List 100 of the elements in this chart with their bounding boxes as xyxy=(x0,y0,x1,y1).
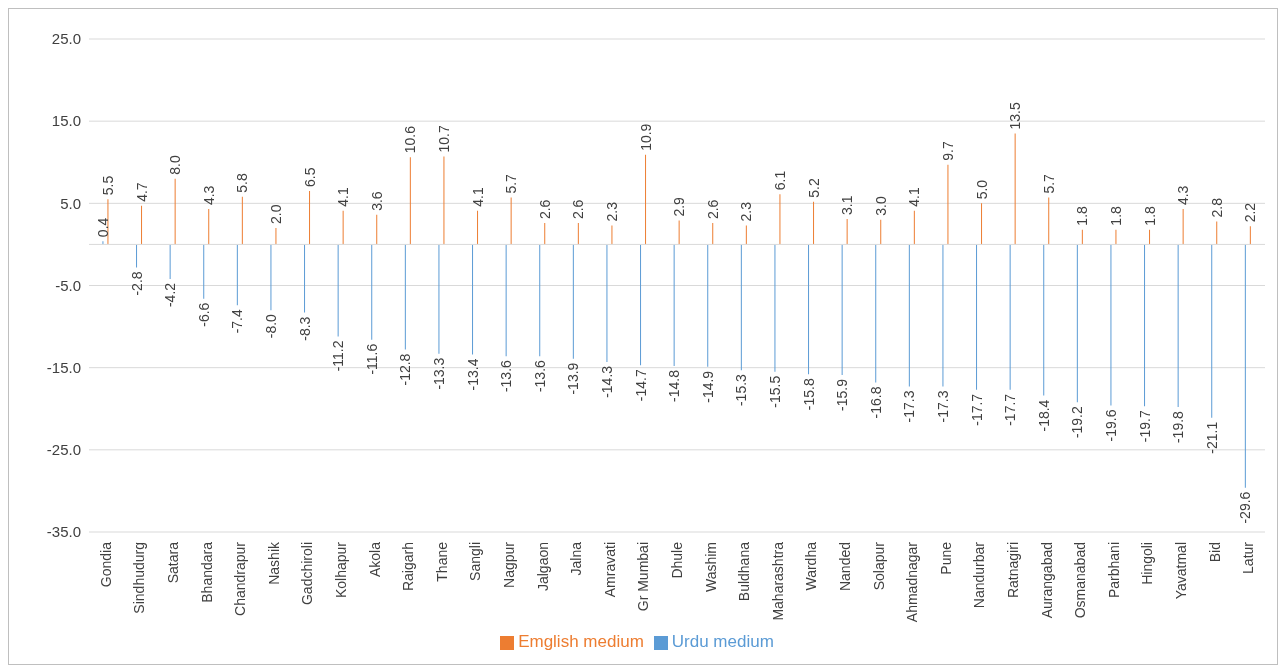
data-label: -15.9 xyxy=(834,378,851,411)
data-label: -11.6 xyxy=(363,343,380,375)
data-label: 2.6 xyxy=(704,199,721,220)
data-label: 5.8 xyxy=(234,173,251,193)
data-label: 2.6 xyxy=(570,199,587,220)
x-tick-label: Satara xyxy=(165,541,181,584)
x-tick-label: Solapur xyxy=(870,541,887,591)
x-tick-label: Aurangabad xyxy=(1038,542,1055,619)
data-label: -21.1 xyxy=(1203,421,1220,454)
data-label: 8.0 xyxy=(167,155,184,175)
data-label: 10.6 xyxy=(402,125,419,154)
x-tick-label: Bid xyxy=(1206,542,1223,563)
data-label: -4.2 xyxy=(162,282,179,308)
data-label: 10.9 xyxy=(637,123,654,151)
x-tick-label: Ahmadnagar xyxy=(904,541,921,623)
data-label: 4.1 xyxy=(335,187,352,207)
x-tick-label: Washim xyxy=(702,542,719,593)
x-tick-label: Nagpur xyxy=(501,541,517,588)
x-tick-label: Wardha xyxy=(803,541,820,591)
data-label: -19.7 xyxy=(1136,410,1153,443)
x-tick-label: Gadchiroli xyxy=(299,542,316,606)
data-label: 6.1 xyxy=(771,170,788,191)
data-label: -14.8 xyxy=(666,369,683,402)
x-tick-label: Buldhana xyxy=(736,541,753,602)
data-label: -8.0 xyxy=(262,313,279,339)
data-label: -13.3 xyxy=(430,357,447,390)
x-tick-label: Yavatmal xyxy=(1173,542,1189,600)
x-tick-label: Chandrapur xyxy=(232,541,249,616)
data-label: -14.3 xyxy=(598,365,615,398)
data-label: 4.3 xyxy=(1175,185,1192,206)
data-label: -14.7 xyxy=(632,369,649,402)
x-tick-label: Bhandara xyxy=(198,541,215,603)
y-tick-label: -5.0 xyxy=(55,276,81,294)
x-tick-label: Latur xyxy=(1240,541,1257,574)
x-tick-label: Gr Mumbai xyxy=(635,542,652,612)
x-tick-label: Parbhani xyxy=(1105,542,1122,599)
data-label: -13.9 xyxy=(565,362,582,395)
data-label: 3.0 xyxy=(872,196,889,216)
data-label: 2.9 xyxy=(671,196,688,217)
x-tick-label: Maharashtra xyxy=(769,541,786,621)
legend-label: Emglish medium xyxy=(518,632,644,651)
data-label: -13.4 xyxy=(464,358,481,391)
data-label: 2.8 xyxy=(1208,197,1225,218)
data-label: -18.4 xyxy=(1035,399,1052,432)
data-label: 2.6 xyxy=(536,199,553,220)
data-label: -6.6 xyxy=(195,302,212,327)
data-label: 4.3 xyxy=(200,185,217,206)
data-label: 5.5 xyxy=(99,175,116,196)
x-tick-label: Pune xyxy=(937,541,954,575)
data-label: 10.7 xyxy=(435,125,452,153)
data-label: 5.2 xyxy=(805,178,822,198)
data-label: 4.1 xyxy=(906,187,923,207)
data-label: -17.7 xyxy=(968,393,985,426)
x-tick-label: Nandurbar xyxy=(971,541,988,609)
data-label: 3.1 xyxy=(839,195,856,215)
data-label: -15.8 xyxy=(800,378,817,411)
data-label: -7.4 xyxy=(229,309,246,334)
data-label: 0.4 xyxy=(94,217,111,238)
data-label: 2.3 xyxy=(738,201,755,222)
data-label: -16.8 xyxy=(867,386,884,419)
data-label: 4.7 xyxy=(133,182,150,202)
x-tick-label: Thane xyxy=(433,541,450,582)
data-label: -15.5 xyxy=(766,375,783,408)
data-label: -17.3 xyxy=(901,390,918,423)
y-tick-label: -15.0 xyxy=(46,358,81,376)
y-tick-label: -25.0 xyxy=(46,441,81,459)
x-tick-label: Kolhapur xyxy=(333,541,349,599)
data-label: -8.3 xyxy=(296,316,313,341)
data-label: 2.0 xyxy=(267,204,284,224)
y-tick-label: 15.0 xyxy=(51,112,81,130)
data-label: 6.5 xyxy=(301,167,318,188)
data-label: 5.0 xyxy=(973,179,990,200)
data-label: -13.6 xyxy=(531,359,548,393)
data-label: -11.2 xyxy=(330,340,347,372)
y-tick-label: 25.0 xyxy=(51,30,81,48)
data-label: 9.7 xyxy=(939,141,956,161)
data-label: -29.6 xyxy=(1237,491,1254,524)
y-tick-label: -35.0 xyxy=(46,523,81,541)
x-tick-label: Gondia xyxy=(97,541,114,588)
data-label: 4.1 xyxy=(469,187,486,207)
x-tick-label: Hingoli xyxy=(1139,542,1156,585)
data-label: 13.5 xyxy=(1007,102,1024,130)
data-label: -12.8 xyxy=(397,353,414,386)
data-label: -19.6 xyxy=(1102,409,1119,442)
data-label: -2.8 xyxy=(128,271,145,296)
x-tick-label: Osmanabad xyxy=(1072,542,1089,619)
data-label: -17.3 xyxy=(934,390,951,423)
x-tick-label: Sindhudurg xyxy=(131,542,148,614)
x-tick-label: Nashik xyxy=(265,541,282,585)
x-tick-label: Sangli xyxy=(467,542,484,581)
data-label: -19.8 xyxy=(1170,410,1187,444)
data-label: 5.7 xyxy=(503,173,520,194)
x-tick-label: Dhule xyxy=(669,541,685,579)
data-label: 1.8 xyxy=(1107,205,1124,226)
data-label: 2.2 xyxy=(1242,202,1259,223)
data-label: -17.7 xyxy=(1002,393,1019,426)
x-tick-label: Amravati xyxy=(601,542,618,598)
x-tick-label: Nanded xyxy=(837,542,853,592)
data-label: 5.7 xyxy=(1040,173,1057,194)
x-tick-label: Raigarh xyxy=(400,542,417,592)
